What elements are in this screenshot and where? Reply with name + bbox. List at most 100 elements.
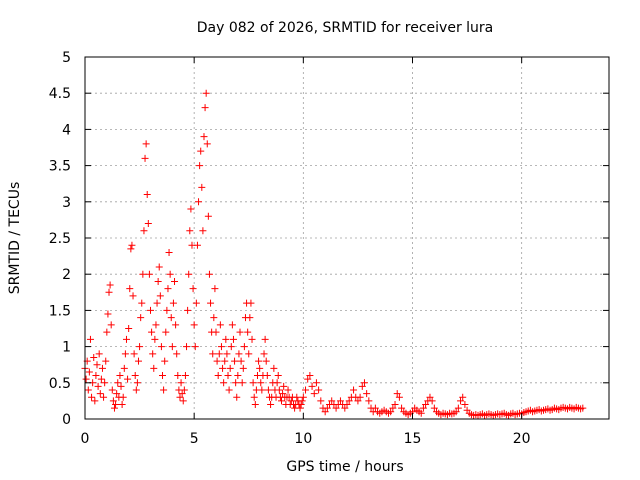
y-tick-label: 3.5: [49, 159, 71, 175]
data-point: [145, 270, 153, 278]
data-point: [398, 404, 406, 412]
data-point: [117, 382, 125, 390]
data-point: [255, 357, 263, 365]
data-point: [210, 314, 218, 322]
data-point: [274, 372, 282, 380]
data-point: [187, 205, 195, 213]
data-point: [247, 299, 255, 307]
data-point: [94, 382, 102, 390]
data-point: [104, 310, 112, 318]
data-point: [163, 306, 171, 314]
data-point: [165, 248, 173, 256]
plot-frame: [84, 56, 610, 420]
data-point: [304, 375, 312, 383]
data-point: [211, 285, 219, 293]
data-point: [155, 263, 163, 271]
data-point: [215, 350, 223, 358]
x-tick-label: 15: [404, 431, 422, 447]
data-point: [161, 357, 169, 365]
data-point: [176, 393, 184, 401]
data-point: [159, 372, 167, 380]
data-point: [98, 364, 106, 372]
data-point: [226, 364, 234, 372]
axis-ticks: 0 0.5 1 1.5 2 2.5 3 3.5 4 4.5 5 0 5 10 15 20: [49, 50, 609, 447]
data-point: [108, 386, 116, 394]
y-tick-label: 4.5: [49, 86, 71, 102]
data-point: [162, 328, 170, 336]
x-tick-label: 20: [513, 431, 531, 447]
data-point: [267, 401, 275, 409]
data-point: [141, 154, 149, 162]
data-point: [454, 404, 462, 412]
data-point: [109, 397, 117, 405]
data-point: [244, 328, 252, 336]
data-point: [157, 343, 165, 351]
data-point: [212, 328, 220, 336]
data-point: [310, 390, 318, 398]
data-point: [389, 404, 397, 412]
data-point: [321, 408, 329, 416]
data-point: [96, 390, 104, 398]
data-point: [422, 401, 430, 409]
data-point: [395, 393, 403, 401]
data-point: [227, 343, 235, 351]
data-point: [214, 372, 222, 380]
data-point: [419, 404, 427, 412]
chart-title: Day 082 of 2026, SRMTID for receiver lur…: [197, 20, 494, 36]
data-points: [81, 89, 587, 419]
data-point: [140, 227, 148, 235]
data-point: [240, 343, 248, 351]
data-point: [195, 198, 203, 206]
data-point: [84, 386, 92, 394]
data-point: [113, 390, 121, 398]
data-point: [336, 397, 344, 405]
data-point: [107, 321, 115, 329]
data-point: [173, 350, 181, 358]
data-point: [156, 292, 164, 300]
data-point: [126, 285, 134, 293]
data-point: [363, 390, 371, 398]
data-point: [149, 350, 157, 358]
data-point: [249, 379, 257, 387]
data-point: [114, 379, 122, 387]
data-point: [121, 350, 129, 358]
data-point: [262, 357, 270, 365]
y-tick-label: 4: [62, 122, 71, 138]
data-point: [132, 386, 140, 394]
data-point: [139, 270, 147, 278]
data-point: [275, 386, 283, 394]
data-point: [263, 372, 271, 380]
y-tick-label: 5: [62, 50, 71, 66]
data-point: [185, 270, 193, 278]
data-point: [228, 321, 236, 329]
data-point: [239, 364, 247, 372]
data-point: [225, 386, 233, 394]
data-point: [134, 357, 142, 365]
data-point: [138, 299, 146, 307]
data-point: [354, 397, 362, 405]
data-point: [105, 288, 113, 296]
data-point: [297, 401, 305, 409]
data-point: [287, 397, 295, 405]
y-axis-label: SRMTID / TECUs: [7, 182, 23, 295]
data-point: [358, 382, 366, 390]
data-point: [213, 357, 221, 365]
data-point: [279, 390, 287, 398]
y-tick-label: 2: [62, 267, 71, 283]
data-point: [151, 335, 159, 343]
data-point: [204, 212, 212, 220]
data-point: [278, 397, 285, 405]
data-point: [224, 372, 232, 380]
data-point: [459, 393, 467, 401]
data-point: [248, 335, 256, 343]
data-point: [258, 386, 266, 394]
data-point: [245, 350, 253, 358]
data-point: [235, 350, 243, 358]
data-point: [221, 357, 229, 365]
data-point: [124, 375, 132, 383]
data-point: [112, 401, 120, 409]
data-point: [148, 328, 156, 336]
data-point: [190, 321, 198, 329]
data-point: [120, 364, 128, 372]
data-point: [106, 281, 114, 289]
